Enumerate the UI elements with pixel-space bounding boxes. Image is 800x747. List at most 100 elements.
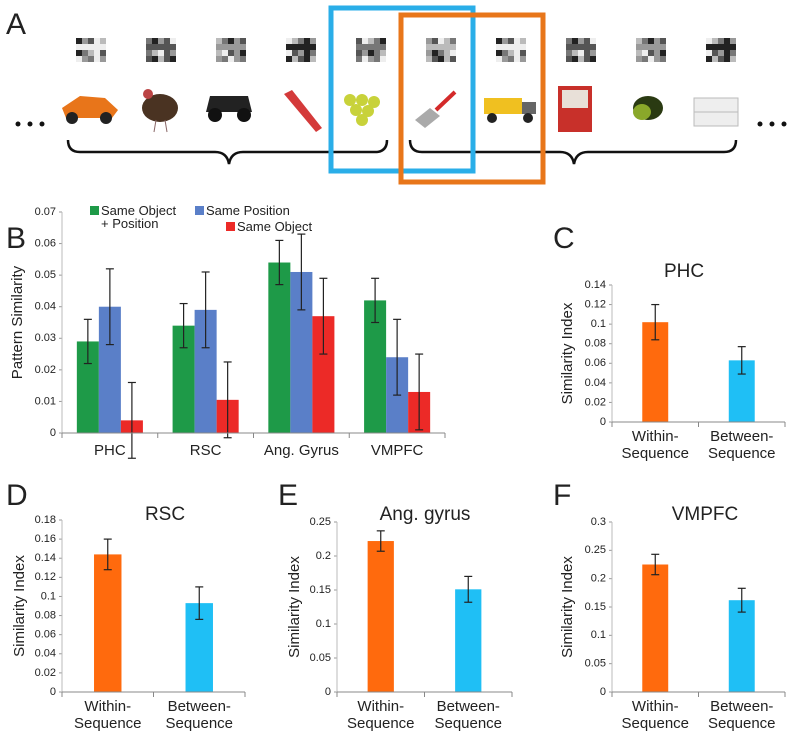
pattern-cell	[380, 56, 386, 62]
pattern-cell	[158, 56, 164, 62]
y-tick-label: 0.02	[585, 396, 606, 408]
pattern-cell	[228, 38, 234, 44]
pattern-cell	[240, 56, 246, 62]
pattern-cell	[82, 38, 88, 44]
x-tick-label-box: Within-Sequence	[347, 698, 415, 732]
legend-swatch	[90, 206, 99, 215]
pattern-cell	[724, 44, 730, 50]
pattern-cell	[164, 56, 170, 62]
pattern-cell	[636, 44, 642, 50]
pattern-cell	[234, 50, 240, 56]
x-tick-label-box: Between-Sequence	[708, 428, 776, 462]
pattern-cell	[654, 44, 660, 50]
pattern-cell	[94, 50, 100, 56]
pattern-cell	[578, 56, 584, 62]
pattern-cell	[426, 50, 432, 56]
pattern-cell	[642, 38, 648, 44]
pattern-cell	[380, 50, 386, 56]
pattern-cell	[240, 38, 246, 44]
pattern-cell	[566, 38, 572, 44]
y-tick-label: 0	[325, 686, 331, 698]
panel-label: E	[278, 479, 298, 512]
bar	[728, 600, 755, 692]
bar	[76, 341, 99, 433]
ellipsis	[15, 121, 787, 127]
pattern-cell	[88, 44, 94, 50]
pattern-cell	[164, 44, 170, 50]
pattern-cell	[362, 44, 368, 50]
pattern-cell	[706, 38, 712, 44]
pattern-cell	[566, 50, 572, 56]
pattern-cell	[508, 44, 514, 50]
x-tick-label: Between-Sequence	[165, 698, 234, 732]
pattern-cell	[508, 50, 514, 56]
pattern-cell	[356, 38, 362, 44]
y-tick-label: 0.03	[35, 332, 56, 344]
pattern-cell	[590, 44, 596, 50]
pattern-cell	[724, 56, 730, 62]
pattern-cell	[380, 38, 386, 44]
y-axis-label: Similarity Index	[11, 555, 28, 657]
y-tick-label: 0.07	[35, 206, 56, 218]
x-tick-label: Within-Sequence	[621, 428, 690, 462]
pattern-cell	[100, 56, 106, 62]
pattern-cell	[660, 44, 666, 50]
bar	[94, 554, 122, 692]
x-tick-label: Between-Sequence	[707, 698, 776, 732]
panel-label: A	[6, 8, 26, 41]
pattern-cell	[286, 44, 292, 50]
pattern-cell	[438, 38, 444, 44]
pattern-cell	[502, 50, 508, 56]
pattern-cell	[234, 44, 240, 50]
pattern-cell	[502, 56, 508, 62]
pattern-cell	[648, 38, 654, 44]
pattern-cell	[216, 38, 222, 44]
pattern-cell	[642, 50, 648, 56]
pattern-cell	[718, 56, 724, 62]
pattern-cell	[240, 50, 246, 56]
pattern-cell	[292, 50, 298, 56]
pattern-cell	[718, 44, 724, 50]
x-tick-label: Within-Sequence	[621, 698, 690, 732]
y-tick-label: 0.06	[585, 357, 606, 369]
pattern-cell	[374, 44, 380, 50]
pattern-cell	[170, 44, 176, 50]
pattern-cell	[648, 44, 654, 50]
bar	[367, 541, 394, 692]
y-axis-label: Similarity Index	[559, 556, 576, 658]
pattern-cell	[362, 56, 368, 62]
y-tick-label: 0.05	[35, 269, 56, 281]
pattern-cell	[572, 38, 578, 44]
pattern-cell	[228, 50, 234, 56]
pattern-cell	[216, 44, 222, 50]
legend-swatch	[226, 222, 235, 231]
pattern-cell	[450, 50, 456, 56]
pattern-cell	[374, 50, 380, 56]
pattern-cell	[642, 44, 648, 50]
pattern-cell	[216, 56, 222, 62]
pattern-cell	[368, 50, 374, 56]
y-axis-label: Similarity Index	[559, 302, 576, 404]
bar	[290, 271, 313, 433]
pattern-cell	[164, 38, 170, 44]
pattern-cell	[660, 38, 666, 44]
x-tick-label-box: Between-Sequence	[434, 698, 502, 732]
pattern-cell	[146, 38, 152, 44]
pattern-cell	[450, 56, 456, 62]
pattern-cell	[374, 38, 380, 44]
pattern-cell	[648, 56, 654, 62]
pattern-cell	[380, 44, 386, 50]
pattern-cell	[584, 38, 590, 44]
y-tick-label: 0.16	[35, 533, 56, 545]
pattern-cell	[706, 44, 712, 50]
y-tick-label: 0	[50, 427, 56, 439]
y-axis-label: Similarity Index	[286, 556, 303, 658]
pattern-cell	[636, 56, 642, 62]
y-tick-label: 0.04	[35, 648, 56, 660]
pattern-cell	[310, 44, 316, 50]
y-tick-label: 0.1	[316, 618, 331, 630]
pattern-cell	[94, 56, 100, 62]
pattern-cell	[76, 56, 82, 62]
pattern-cell	[496, 50, 502, 56]
pattern-cell	[432, 50, 438, 56]
